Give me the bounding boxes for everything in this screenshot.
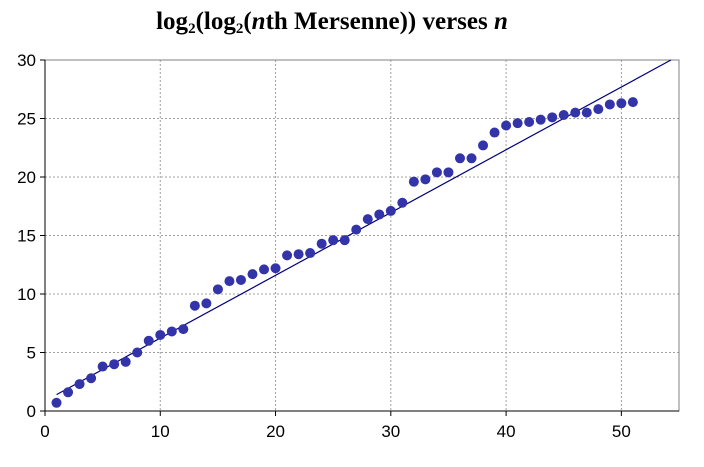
data-point bbox=[212, 284, 223, 295]
y-tick-label: 20 bbox=[17, 168, 36, 187]
data-point bbox=[51, 397, 62, 408]
data-point bbox=[328, 235, 339, 246]
data-point bbox=[454, 153, 465, 164]
y-tick-label: 10 bbox=[17, 285, 36, 304]
tick-labels: 0 10 20 30 40 50 0 5 10 15 20 25 30 bbox=[17, 51, 631, 441]
x-tick-label: 20 bbox=[266, 422, 285, 441]
x-tick-label: 30 bbox=[381, 422, 400, 441]
x-tick-label: 10 bbox=[151, 422, 170, 441]
data-point bbox=[593, 104, 604, 115]
data-point bbox=[385, 205, 396, 216]
data-point bbox=[466, 153, 477, 164]
data-point bbox=[420, 174, 431, 185]
data-points bbox=[51, 97, 638, 408]
data-point bbox=[247, 269, 258, 280]
data-point bbox=[501, 120, 512, 131]
x-tick-label: 50 bbox=[612, 422, 631, 441]
data-point bbox=[132, 347, 143, 358]
data-point bbox=[397, 197, 408, 208]
data-point bbox=[143, 335, 154, 346]
y-tick-label: 25 bbox=[17, 110, 36, 129]
data-point bbox=[478, 140, 489, 151]
data-point bbox=[270, 263, 281, 274]
data-point bbox=[224, 276, 235, 287]
data-point bbox=[166, 326, 177, 337]
data-point bbox=[581, 107, 592, 118]
data-point bbox=[408, 176, 419, 187]
x-tick-label: 40 bbox=[497, 422, 516, 441]
data-point bbox=[374, 209, 385, 220]
data-point bbox=[74, 379, 85, 390]
data-point bbox=[431, 167, 442, 178]
data-point bbox=[616, 98, 627, 109]
data-point bbox=[259, 264, 270, 275]
x-tick-label: 0 bbox=[40, 422, 49, 441]
data-point bbox=[443, 167, 454, 178]
data-point bbox=[97, 361, 108, 372]
data-point bbox=[339, 235, 350, 246]
data-point bbox=[570, 107, 581, 118]
y-tick-label: 0 bbox=[27, 402, 36, 421]
data-point bbox=[512, 118, 523, 129]
data-point bbox=[293, 249, 304, 260]
data-point bbox=[120, 356, 131, 367]
y-tick-label: 5 bbox=[27, 344, 36, 363]
data-point bbox=[155, 329, 166, 340]
data-point bbox=[604, 99, 615, 110]
data-point bbox=[86, 373, 97, 384]
data-point bbox=[282, 250, 293, 261]
data-point bbox=[305, 248, 316, 259]
y-tick-label: 30 bbox=[17, 51, 36, 70]
data-point bbox=[535, 114, 546, 125]
data-point bbox=[627, 97, 638, 108]
axes bbox=[40, 59, 679, 416]
data-point bbox=[178, 324, 189, 335]
data-point bbox=[235, 274, 246, 285]
data-point bbox=[201, 298, 212, 309]
chart-title: log2(log2(nth Mersenne)) verses n bbox=[156, 8, 508, 37]
data-point bbox=[362, 214, 373, 225]
data-point bbox=[489, 127, 500, 138]
data-point bbox=[316, 238, 327, 249]
data-point bbox=[558, 109, 569, 120]
data-point bbox=[63, 387, 74, 398]
data-point bbox=[109, 359, 120, 370]
data-point bbox=[351, 224, 362, 235]
data-point bbox=[524, 117, 535, 128]
data-point bbox=[547, 112, 558, 123]
y-tick-label: 15 bbox=[17, 227, 36, 246]
data-point bbox=[189, 300, 200, 311]
